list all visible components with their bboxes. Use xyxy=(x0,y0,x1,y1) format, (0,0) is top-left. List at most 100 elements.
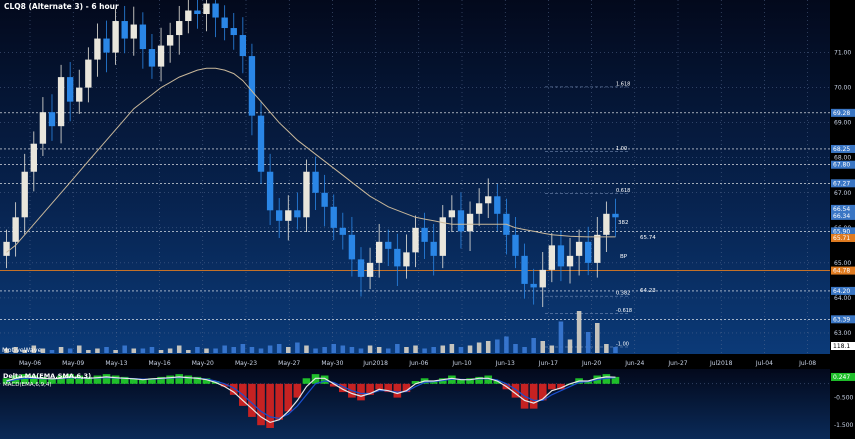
candle-body xyxy=(203,3,210,15)
volume-bar xyxy=(113,350,118,353)
volume-bar xyxy=(304,345,309,353)
volume-bar xyxy=(585,332,591,353)
indicator-title: Delta MA(EMA,SMA,6,3) xyxy=(3,372,91,380)
time-axis-bg xyxy=(0,354,830,369)
volume-bar xyxy=(467,345,473,353)
fib-label: 1.00 xyxy=(616,146,627,152)
candle-body xyxy=(130,24,137,39)
macd-bar xyxy=(157,376,165,384)
candle-body xyxy=(330,206,337,228)
volume-bar xyxy=(213,348,218,353)
volume-bar xyxy=(140,348,146,353)
macd-bar xyxy=(175,374,184,384)
grid xyxy=(0,0,830,354)
macd-bar xyxy=(457,379,465,384)
candle-body xyxy=(148,49,156,67)
price-axis[interactable]: 71.0070.0069.0068.0067.0066.0065.0064.00… xyxy=(831,50,855,350)
macd-bar xyxy=(320,375,329,384)
indicator-panel-bg xyxy=(0,369,830,439)
candle-body xyxy=(166,35,174,46)
volume-bar xyxy=(176,345,182,353)
macd-bar xyxy=(429,381,438,384)
candle-body xyxy=(121,21,128,39)
volume-bar xyxy=(531,338,536,353)
volume-tag xyxy=(831,342,855,350)
macd-bar xyxy=(602,374,611,384)
volume-bar xyxy=(86,350,91,353)
fib-label: -1.00 xyxy=(616,341,629,347)
price-tag xyxy=(831,204,855,213)
volume-bar xyxy=(322,347,327,353)
volume-bar xyxy=(413,345,418,353)
candle-body xyxy=(312,171,319,193)
candle-body xyxy=(375,241,383,263)
x-tick-label: May-20 xyxy=(192,360,214,367)
macd-bar xyxy=(75,375,84,384)
macd-bar xyxy=(375,383,383,390)
time-axis[interactable]: May-06 May-09 May-13 May-16 May-20 May-23 May-… xyxy=(19,360,816,367)
volume-bar xyxy=(340,345,346,353)
macd-bar xyxy=(148,378,156,384)
candle-body xyxy=(94,38,101,60)
x-tick-label: Jun2018 xyxy=(362,360,388,367)
macd-bar xyxy=(257,383,265,426)
x-tick-label: Jun-27 xyxy=(667,360,687,367)
candles xyxy=(3,0,619,308)
macd-bar xyxy=(139,379,147,384)
price-tag-label: 66.34 xyxy=(833,213,850,220)
candle-body xyxy=(303,171,310,218)
macd-bar xyxy=(393,383,402,398)
volume-bar xyxy=(367,345,373,353)
macd-bar xyxy=(266,383,274,428)
annotation-label: 64.23 xyxy=(640,288,656,294)
price-tag-label: 67.27 xyxy=(833,180,850,187)
candle-body xyxy=(530,283,537,288)
x-tick-label: Jul-04 xyxy=(755,360,773,367)
volume-bar xyxy=(4,348,9,353)
volume-bar xyxy=(485,341,491,353)
volume-bar xyxy=(40,348,46,353)
candle-body xyxy=(430,241,437,256)
macd-bar xyxy=(611,376,620,384)
volume-bar xyxy=(104,347,109,353)
candle-body xyxy=(521,255,528,284)
macd-bar xyxy=(229,383,238,395)
macd-y-tick-label: -0.500 xyxy=(834,395,854,402)
ma-line xyxy=(6,67,616,253)
y-tick-label: 67.00 xyxy=(834,190,851,197)
watermark: MotiveWave xyxy=(2,346,42,354)
macd-bar xyxy=(93,375,102,384)
volume-bar xyxy=(376,347,382,353)
price-tag xyxy=(831,315,855,324)
volume-bar xyxy=(404,347,409,353)
macd-value-tag xyxy=(831,372,855,381)
volume-bar xyxy=(295,342,300,353)
candle-body xyxy=(112,21,119,53)
volume-bar xyxy=(267,345,273,353)
price-tag xyxy=(831,233,855,242)
candle-body xyxy=(248,56,256,116)
macd-bar xyxy=(184,375,193,384)
volume-bar xyxy=(122,345,127,353)
volume-bar xyxy=(540,341,546,353)
candle-body xyxy=(348,234,356,260)
volume-bar xyxy=(95,348,100,353)
volume-bar xyxy=(395,344,400,353)
macd-bar xyxy=(538,383,547,401)
y-tick-label: 64.00 xyxy=(834,295,851,302)
macd-bar xyxy=(302,378,311,384)
volume-bar xyxy=(231,347,237,353)
candle-body xyxy=(339,227,346,235)
volume-bar xyxy=(31,345,37,353)
candle-body xyxy=(39,112,47,144)
macd-bar xyxy=(511,383,520,398)
candle-body xyxy=(294,210,301,218)
volume-bar xyxy=(495,339,500,353)
price-tag xyxy=(831,108,855,117)
volume-bar xyxy=(440,345,446,353)
price-tag-label: 65.71 xyxy=(833,235,850,242)
macd-bar xyxy=(475,376,483,384)
price-tag xyxy=(831,160,855,169)
macd-bar xyxy=(484,375,493,384)
volume-bar xyxy=(358,348,364,353)
